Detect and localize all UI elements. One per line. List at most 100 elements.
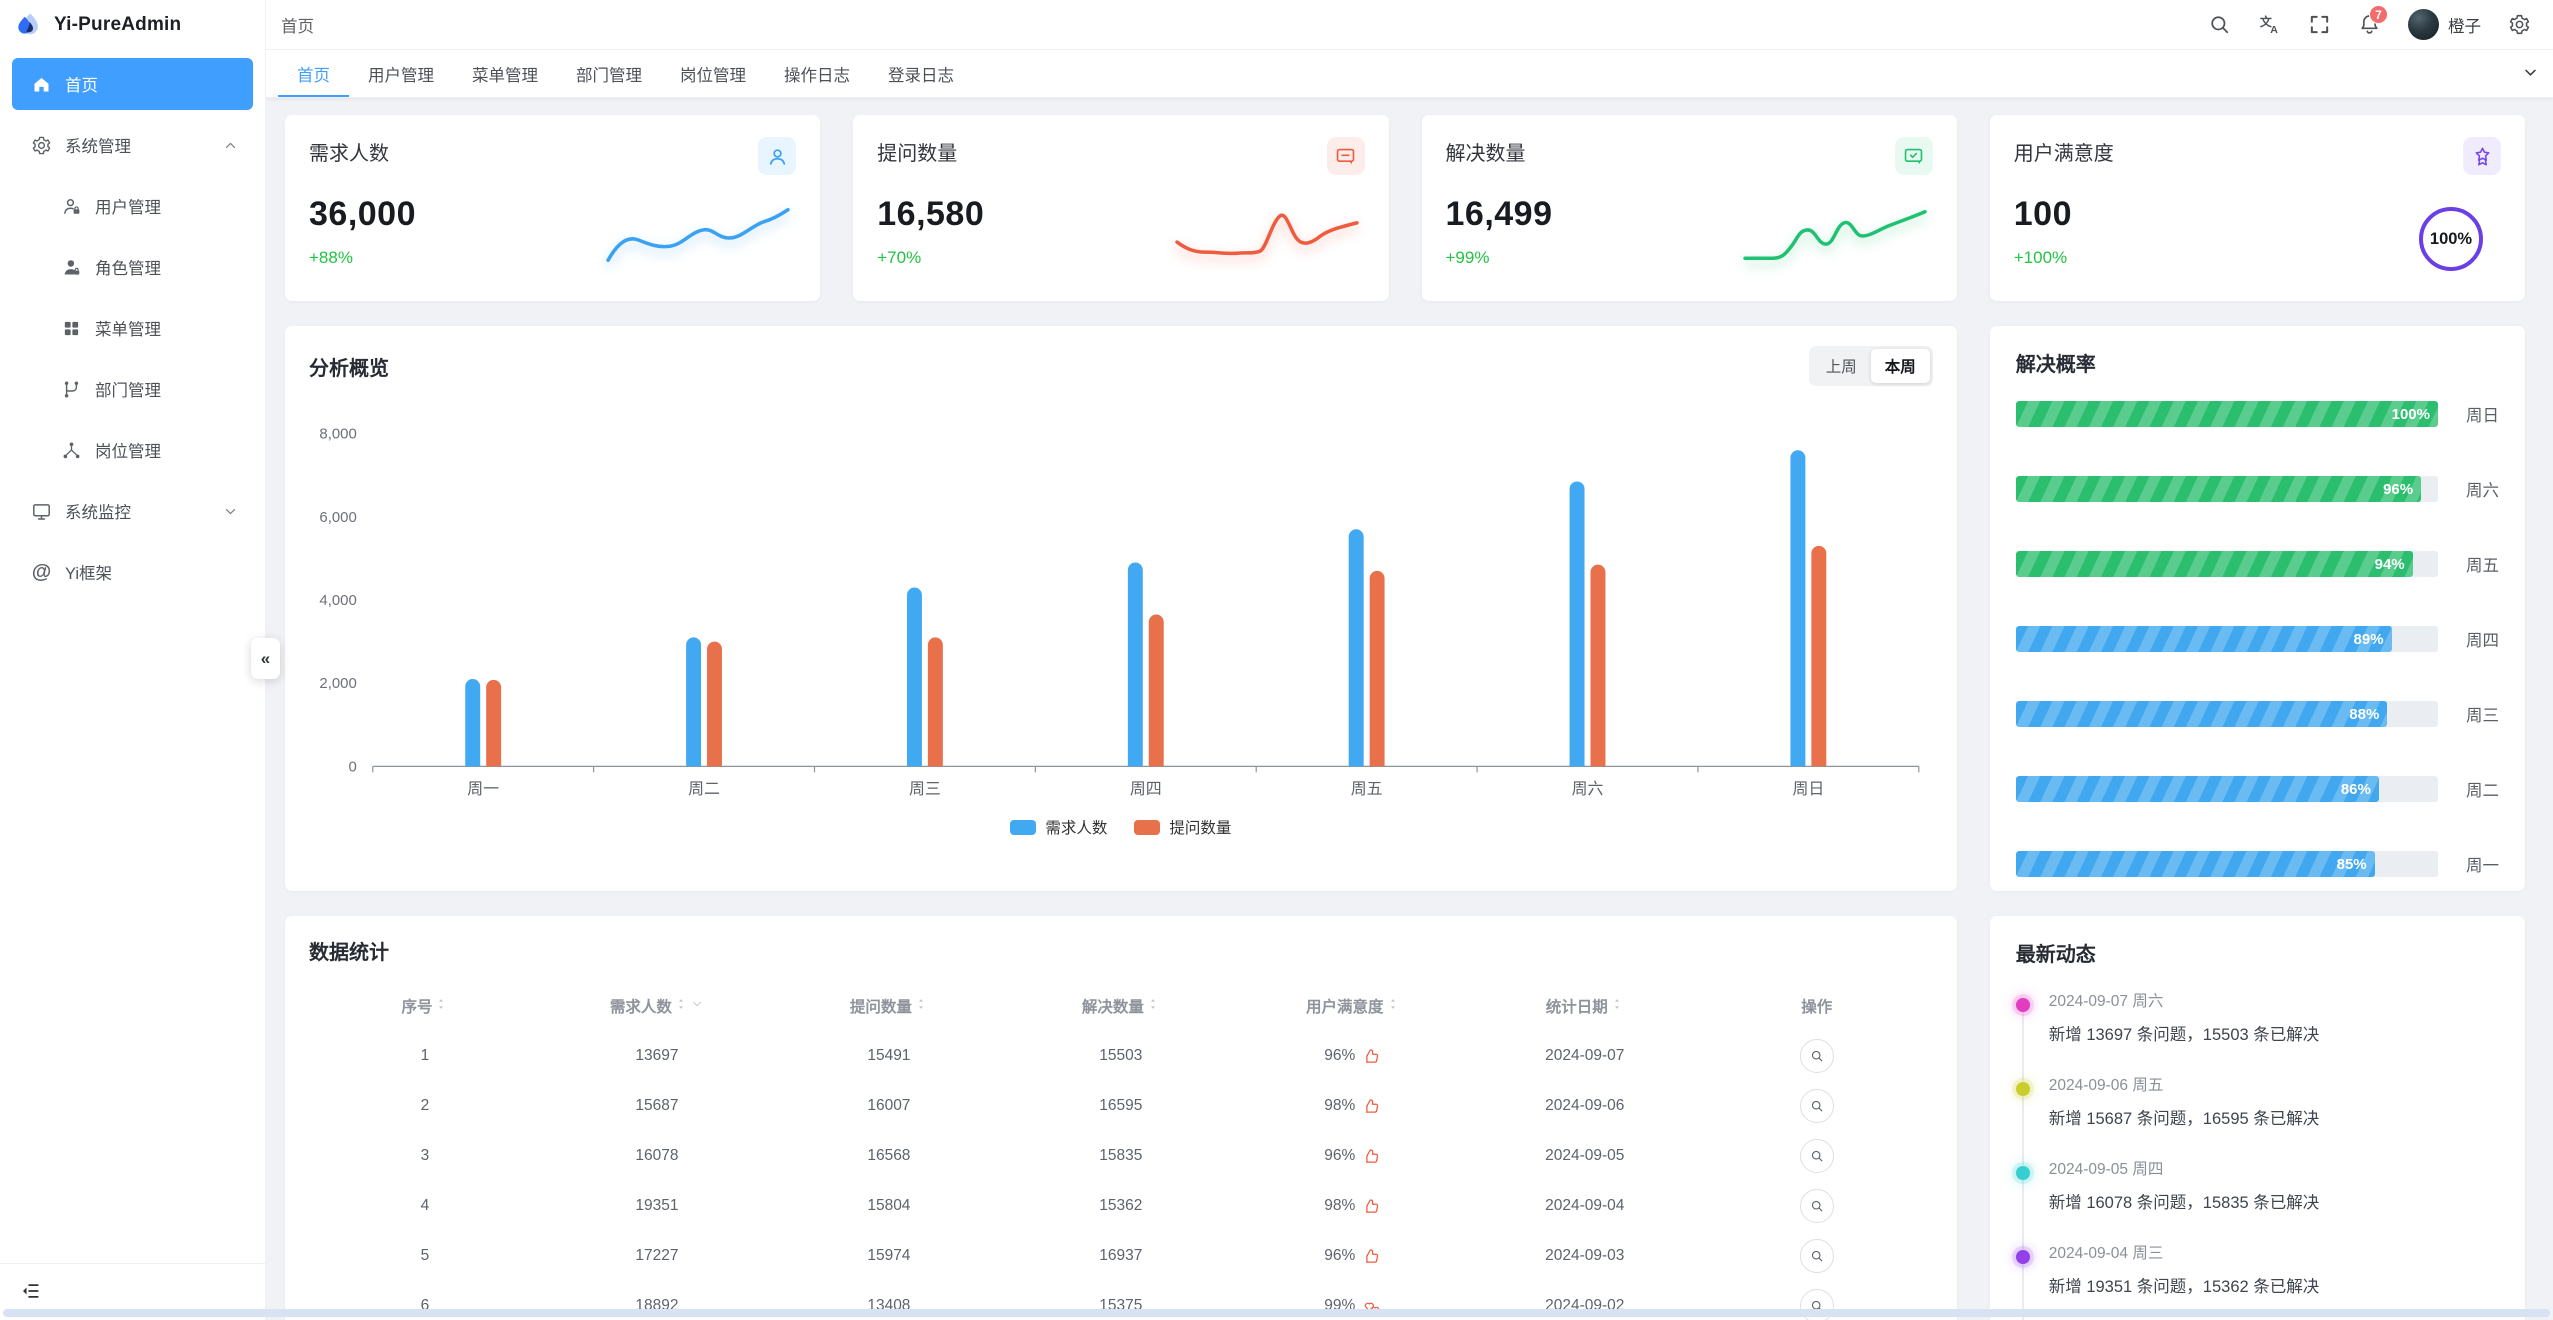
table-col-6: 操作 [1801,999,1833,1016]
tab-dept-management[interactable]: 部门管理 [576,66,642,85]
latest-news-title: 最新动态 [2015,944,2096,966]
data-stats-card: 数据统计 序号 需求人数 提问数量 解决数量 用户满意度 统计日期 操作 1 13697 154… [285,916,1957,1320]
star-badge-icon [2475,146,2489,166]
legend-item[interactable]: 需求人数 [1010,816,1107,838]
row-view-button[interactable] [1799,1139,1834,1173]
user-icon [769,148,785,165]
progress-fill: 89% [2015,626,2392,652]
share-icon [63,441,80,458]
row-view-button[interactable] [1799,1089,1834,1123]
solve-rate-row: 88% 周三 [2015,701,2499,727]
timeline-dot [2015,998,2030,1012]
sidebar-item-home[interactable]: 首页 [12,58,253,110]
progress-track: 94% [2015,551,2438,577]
sidebar-item-post-management[interactable]: 岗位管理 [12,424,253,476]
y-axis-tick: 2,000 [319,675,356,692]
timeline-item: 2024-09-07 周六 新增 13697 条问题，15503 条已解决 [2015,989,2499,1081]
data-stats-table: 序号 需求人数 提问数量 解决数量 用户满意度 统计日期 操作 1 13697 15491 155… [309,981,1933,1320]
row-view-button[interactable] [1799,1039,1834,1073]
tab-home[interactable]: 首页 [278,50,349,97]
tab-post-management[interactable]: 岗位管理 [680,66,746,85]
thumb-icon [1366,1148,1379,1163]
sidebar-fold-button[interactable] [15,1277,45,1307]
progress-label: 周五 [2466,557,2499,575]
table-col-0[interactable]: 序号 [309,981,541,1031]
legend-item[interactable]: 提问数量 [1134,816,1231,838]
sidebar-item-dept-management[interactable]: 部门管理 [12,363,253,415]
svg-text:A: A [2270,24,2278,36]
bar-chart: 0 2,000 4,000 6,000 8,000 周一 周二 周三 周四 周五 周六 周日 [309,388,1933,806]
data-stats-title: 数据统计 [309,942,389,964]
chart-legend: 需求人数 提问数量 [309,816,1933,838]
timeline-item: 2024-09-04 周三 新增 19351 条问题，15362 条已解决 [2015,1241,2499,1320]
logo-drop-icon [18,12,38,34]
gear-icon [2509,14,2530,35]
bar-questions [927,637,943,767]
toggle-this-week[interactable]: 本周 [1870,349,1930,383]
bar-questions [707,641,722,767]
bar-demand [686,637,702,767]
timeline-item: 2024-09-05 周四 新增 16078 条问题，15835 条已解决 [2015,1157,2499,1249]
progress-label: 周日 [2466,407,2499,425]
table-col-5[interactable]: 统计日期 [1469,981,1701,1031]
tab-menu-management[interactable]: 菜单管理 [472,66,538,85]
progress-fill: 96% [2015,476,2422,502]
sidebar-item-role-management[interactable]: 角色管理 [12,241,253,293]
x-axis-label: 周一 [467,781,499,798]
sidebar-item-yi-framework[interactable]: @ Yi框架 [12,546,253,598]
table-col-3[interactable]: 解决数量 [1005,981,1237,1031]
horizontal-scrollbar[interactable] [3,1309,2550,1317]
tabs-more-button[interactable] [2513,57,2547,91]
table-header: 序号 需求人数 提问数量 解决数量 用户满意度 统计日期 操作 [309,981,1933,1031]
sidebar-item-label: 用户管理 [95,199,161,217]
progress-fill: 94% [2015,551,2413,577]
user-profile[interactable]: 橙子 [2408,9,2481,40]
stat-card-value: 16,499 [1445,195,1553,233]
notifications-button[interactable]: 7 [2358,5,2388,36]
logo[interactable]: Yi-PureAdmin [0,0,265,50]
sidebar-item-user-management[interactable]: 用户管理 [12,180,253,232]
stat-card-delta: +100% [2013,248,2068,267]
home-icon [34,77,49,91]
table-col-4[interactable]: 用户满意度 [1237,981,1469,1031]
row-view-button[interactable] [1799,1189,1834,1223]
sidebar-item-menu-management[interactable]: 菜单管理 [12,302,253,354]
timeline-dot [2015,1082,2030,1096]
sidebar-item-system-monitor[interactable]: 系统监控 [12,485,253,537]
progress-track: 96% [2015,476,2438,502]
tab-operation-log[interactable]: 操作日志 [784,66,850,85]
breadcrumb: 首页 [281,17,314,36]
sidebar-collapse-handle[interactable]: « [251,638,280,679]
stat-card-delta: +70% [877,248,922,267]
table-col-2[interactable]: 提问数量 [773,981,1005,1031]
magnifier-icon [1811,1250,1823,1262]
stat-card-icon-badge [2463,137,2501,175]
row-view-button[interactable] [1799,1239,1834,1273]
fullscreen-button[interactable] [2308,13,2331,36]
sidebar-item-system-management[interactable]: 系统管理 [12,119,253,171]
table-col-1[interactable]: 需求人数 [541,981,773,1031]
sidebar-footer [0,1263,265,1320]
progress-value: 89% [2353,630,2384,648]
sidebar-item-label: 系统监控 [65,504,131,522]
chat-icon [1336,148,1355,164]
bar-demand [465,679,481,767]
legend-swatch [1010,819,1037,835]
satisfaction-ring: 100% [2419,207,2483,271]
x-axis-label: 周二 [688,781,720,798]
sidebar-submenu: 用户管理角色管理菜单管理部门管理岗位管理 [12,180,253,476]
timeline-text: 新增 19351 条问题，15362 条已解决 [2048,1278,2320,1296]
search-button[interactable] [2208,13,2231,36]
thumb-icon [1366,1048,1379,1063]
timeline-text: 新增 16078 条问题，15835 条已解决 [2048,1194,2320,1212]
sidebar: Yi-PureAdmin 首页系统管理用户管理角色管理菜单管理部门管理岗位管理系… [0,0,280,1320]
table-row: 3 16078 16568 15835 96% 2024-09-05 [309,1131,1933,1181]
toggle-last-week[interactable]: 上周 [1812,349,1871,383]
tab-user-management[interactable]: 用户管理 [368,66,434,85]
tab-login-log[interactable]: 登录日志 [888,66,954,85]
timeline-date: 2024-09-07 周六 [2048,993,2164,1010]
settings-button[interactable] [2508,13,2531,36]
magnifier-icon [1811,1100,1823,1112]
